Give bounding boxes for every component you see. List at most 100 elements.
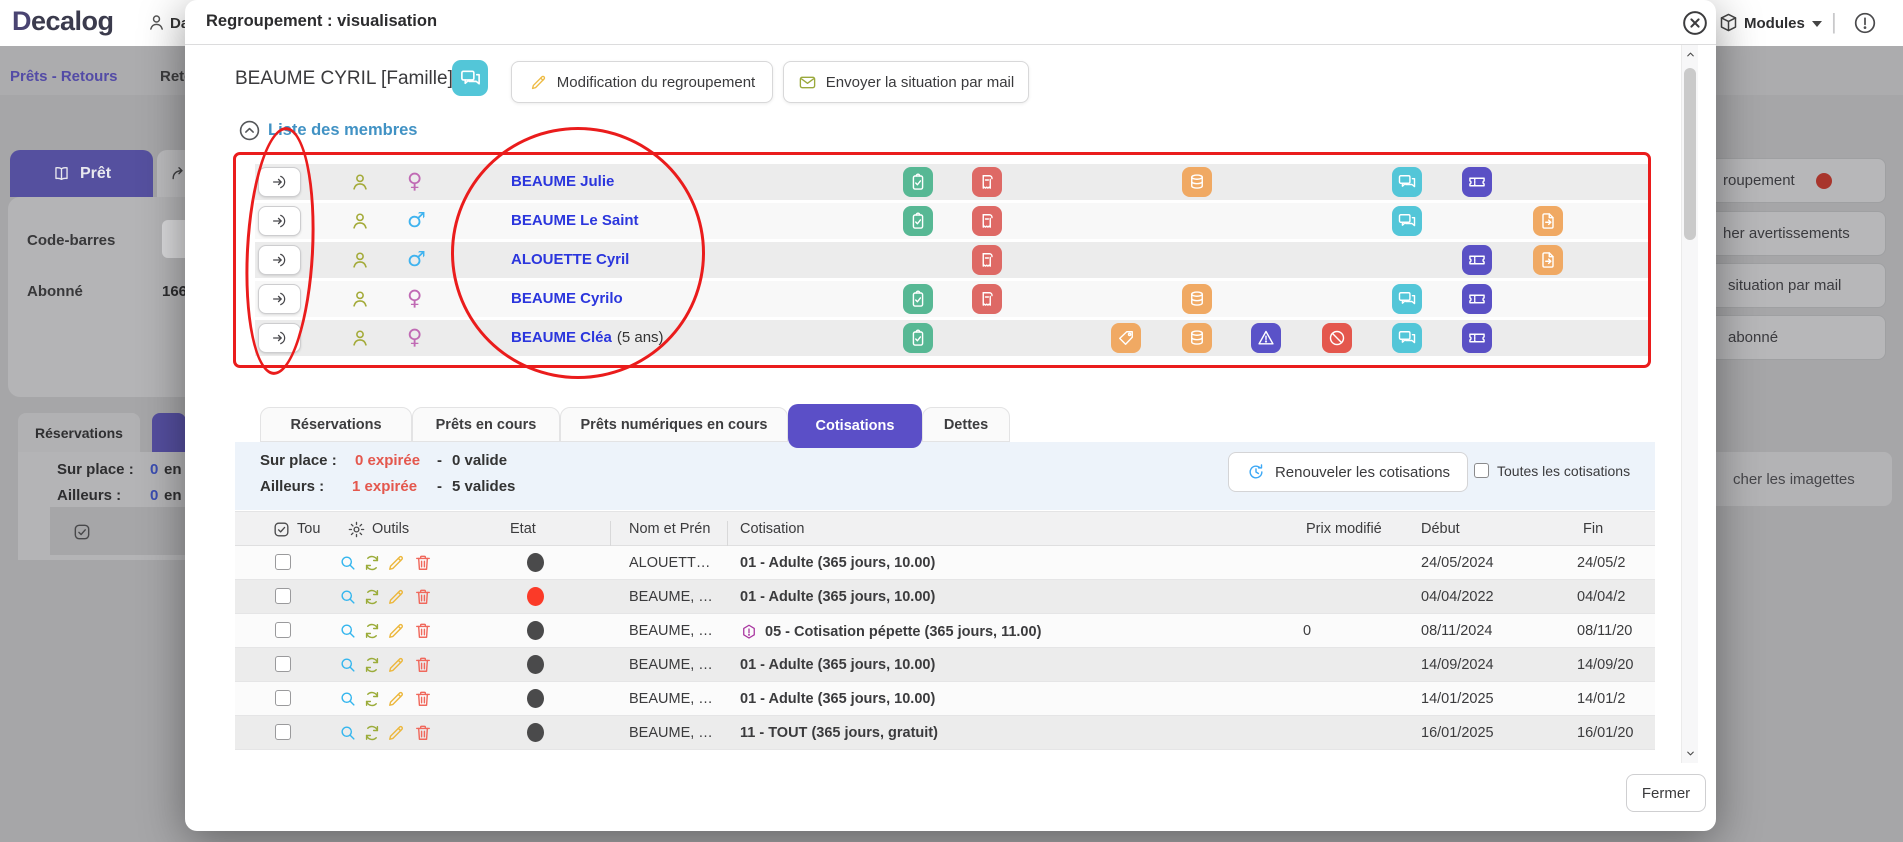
dash: -	[437, 478, 442, 495]
members-section-toggle[interactable]: Liste des membres	[238, 119, 417, 142]
title-divider	[185, 44, 1716, 45]
female-icon: ♀	[407, 286, 423, 310]
scrollbar-thumb[interactable]	[1684, 68, 1696, 240]
send-mail-button[interactable]: Envoyer la situation par mail	[783, 61, 1029, 103]
ticket-icon	[1462, 323, 1492, 353]
edit-pencil-icon[interactable]	[386, 723, 406, 743]
member-row: ♂ BEAUME Le Saint	[255, 203, 1651, 239]
member-name-link[interactable]: ALOUETTE Cyril	[511, 251, 630, 268]
tab-réservations[interactable]: Réservations	[260, 407, 412, 442]
row-checkbox[interactable]	[275, 588, 291, 604]
sur-place-txt: en	[164, 461, 182, 478]
edit-pencil-icon[interactable]	[386, 689, 406, 709]
edit-group-button[interactable]: Modification du regroupement	[511, 61, 773, 103]
cotisation-row: ALOUETT… 01 - Adulte (365 jours, 10.00) 24…	[235, 546, 1655, 580]
status-dot	[527, 553, 544, 572]
end-date: 14/09/20	[1577, 657, 1634, 673]
female-icon: ♀	[407, 169, 423, 193]
tab-active-bg[interactable]	[152, 413, 186, 452]
select-all-icon[interactable]	[272, 520, 291, 539]
database-icon	[1182, 167, 1212, 197]
member-name-link[interactable]: BEAUME Le Saint	[511, 212, 639, 229]
situation-mail-button-bg[interactable]: situation par mail	[1700, 263, 1886, 308]
abonne-label: Abonné	[27, 283, 83, 300]
imagettes-button-bg[interactable]: cher les imagettes	[1702, 452, 1892, 506]
row-checkbox[interactable]	[275, 554, 291, 570]
abonne-button-bg[interactable]: abonné	[1700, 315, 1886, 360]
delete-trash-icon[interactable]	[413, 723, 433, 743]
renew-icon[interactable]	[362, 587, 382, 607]
row-member-name: BEAUME, …	[629, 589, 713, 605]
tab-prêts-numériques-en-cours[interactable]: Prêts numériques en cours	[560, 407, 788, 442]
row-checkbox[interactable]	[275, 656, 291, 672]
end-date: 04/04/2	[1577, 589, 1626, 605]
search-icon[interactable]	[338, 621, 358, 641]
file-export-icon	[1533, 245, 1563, 275]
row-member-name: BEAUME, …	[629, 623, 713, 639]
tab-cotisations[interactable]: Cotisations	[788, 404, 922, 448]
search-icon[interactable]	[338, 723, 358, 743]
edit-pencil-icon[interactable]	[386, 553, 406, 573]
delete-trash-icon[interactable]	[413, 587, 433, 607]
book-icon	[55, 166, 68, 181]
open-member-icon[interactable]	[258, 284, 301, 314]
tab-prêts-en-cours[interactable]: Prêts en cours	[412, 407, 560, 442]
info-icon[interactable]	[1853, 11, 1877, 35]
renew-icon[interactable]	[362, 621, 382, 641]
member-name-link[interactable]: BEAUME Cléa	[511, 329, 612, 346]
edit-pencil-icon[interactable]	[386, 621, 406, 641]
close-icon[interactable]	[1681, 9, 1709, 37]
search-icon[interactable]	[338, 553, 358, 573]
header-state: Etat	[510, 521, 536, 537]
regroupement-button-bg[interactable]: roupement	[1700, 158, 1886, 203]
open-member-icon[interactable]	[258, 167, 301, 197]
status-dot	[527, 587, 544, 606]
prohibited-icon	[1322, 323, 1352, 353]
renew-cotisations-button[interactable]: Renouveler les cotisations	[1228, 452, 1468, 492]
open-member-icon[interactable]	[258, 323, 301, 353]
table-body: ALOUETT… 01 - Adulte (365 jours, 10.00) 24…	[235, 546, 1655, 750]
avertissements-button-bg[interactable]: her avertissements	[1700, 211, 1886, 256]
modules-menu[interactable]: Modules	[1744, 15, 1805, 32]
fermer-button[interactable]: Fermer	[1626, 774, 1706, 812]
cotisation-label: 01 - Adulte (365 jours, 10.00)	[740, 555, 936, 571]
chat-icon	[1392, 167, 1422, 197]
chat-icon[interactable]	[452, 60, 488, 96]
search-icon[interactable]	[338, 655, 358, 675]
renew-icon[interactable]	[362, 689, 382, 709]
row-checkbox[interactable]	[275, 724, 291, 740]
row-checkbox[interactable]	[275, 622, 291, 638]
search-icon[interactable]	[338, 587, 358, 607]
scroll-down-icon[interactable]	[1685, 748, 1696, 759]
row-checkbox[interactable]	[275, 690, 291, 706]
cotisations-table: Tou Outils Etat Nom et Prén Cotisation P…	[235, 511, 1655, 750]
checkbox-check-icon	[74, 524, 90, 540]
edit-pencil-icon[interactable]	[386, 587, 406, 607]
tab-reservations-bg[interactable]: Réservations	[18, 413, 140, 452]
open-member-icon[interactable]	[258, 245, 301, 275]
renew-icon[interactable]	[362, 655, 382, 675]
status-dot	[527, 621, 544, 640]
tab-dettes[interactable]: Dettes	[922, 407, 1010, 442]
scroll-up-icon[interactable]	[1685, 49, 1696, 60]
edit-pencil-icon[interactable]	[386, 655, 406, 675]
person-icon	[349, 249, 371, 271]
ailleurs-label: Ailleurs :	[260, 478, 325, 495]
renew-icon[interactable]	[362, 553, 382, 573]
renew-icon[interactable]	[362, 723, 382, 743]
nav-prets-retours[interactable]: Prêts - Retours	[10, 68, 118, 85]
member-name-link[interactable]: BEAUME Julie	[511, 173, 615, 190]
delete-trash-icon[interactable]	[413, 621, 433, 641]
member-name-link[interactable]: BEAUME Cyrilo	[511, 290, 623, 307]
delete-trash-icon[interactable]	[413, 655, 433, 675]
search-icon[interactable]	[338, 689, 358, 709]
delete-trash-icon[interactable]	[413, 689, 433, 709]
tab-pret[interactable]: Prêt	[10, 150, 153, 197]
clipboard-check-icon	[903, 167, 933, 197]
all-cotisations-checkbox[interactable]	[1474, 463, 1489, 478]
gear-icon[interactable]	[347, 520, 366, 539]
clock-renew-icon	[1249, 464, 1263, 479]
database-icon	[1182, 284, 1212, 314]
open-member-icon[interactable]	[258, 206, 301, 236]
delete-trash-icon[interactable]	[413, 553, 433, 573]
